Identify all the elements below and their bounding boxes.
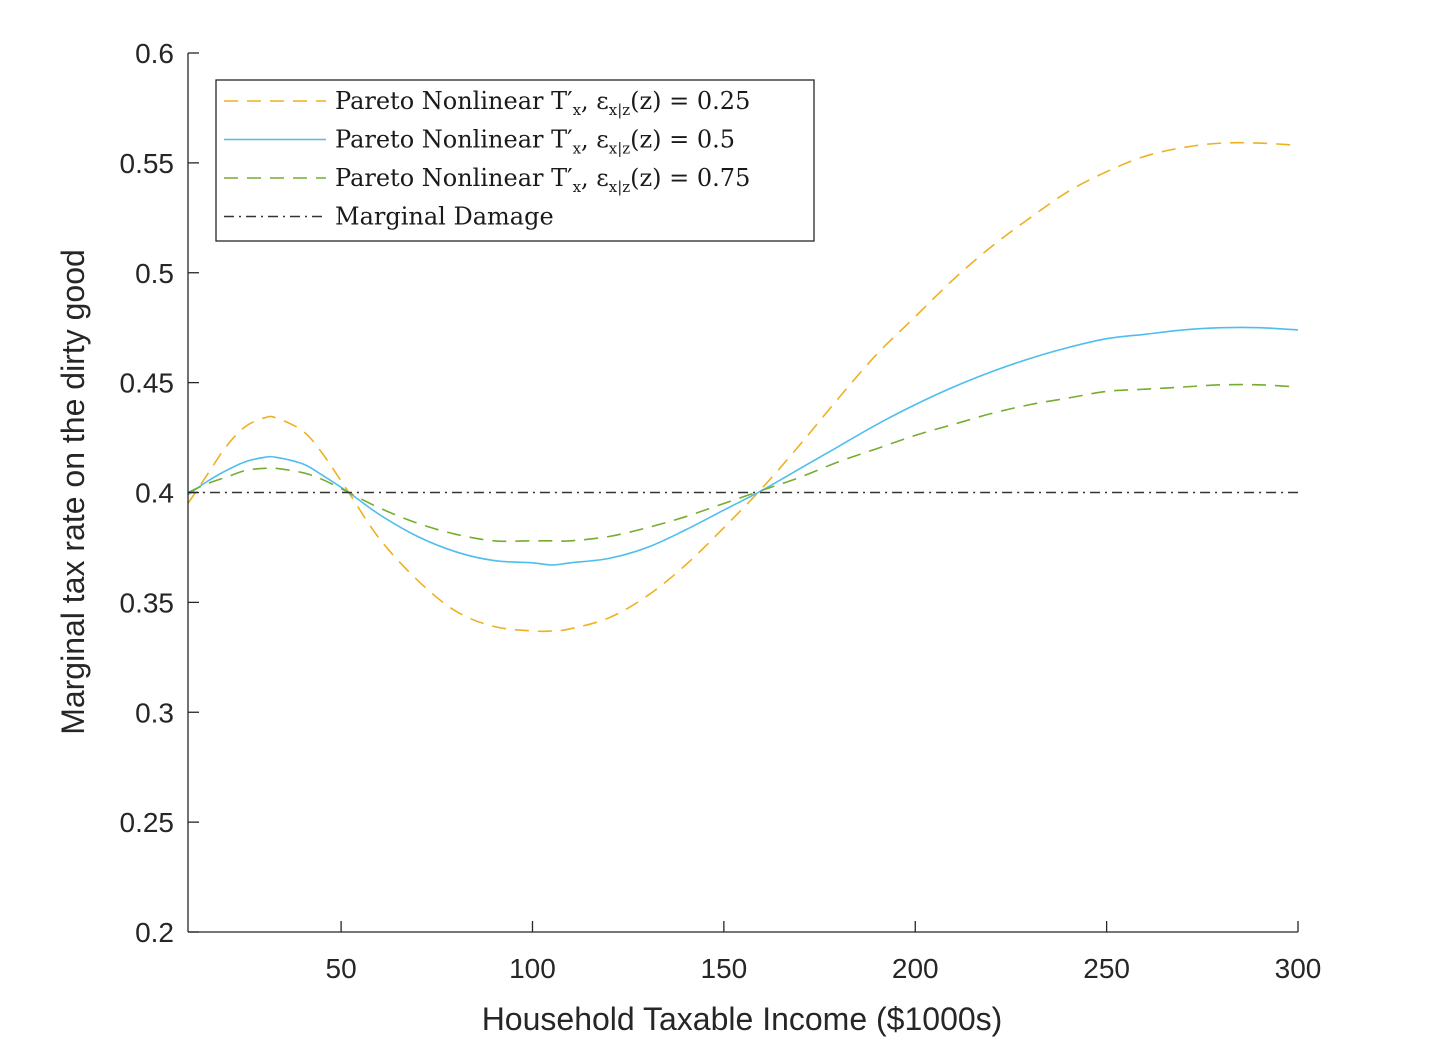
y-tick-label: 0.5 xyxy=(135,258,174,289)
y-tick-label: 0.35 xyxy=(120,587,175,618)
y-tick-label: 0.3 xyxy=(135,697,174,728)
y-axis-title: Marginal tax rate on the dirty good xyxy=(55,249,91,735)
y-tick-label: 0.4 xyxy=(135,478,174,509)
legend-label-4: Marginal Damage xyxy=(335,203,554,231)
y-tick-label: 0.2 xyxy=(135,917,174,948)
series-line-2 xyxy=(187,326,1299,566)
legend-box xyxy=(215,79,815,242)
series-line-3 xyxy=(187,383,1299,543)
y-tick-label: 0.45 xyxy=(120,368,175,399)
y-tick-label: 0.25 xyxy=(120,807,175,838)
legend: Pareto Nonlinear T′x, εx|z(z) = 0.25 Pare… xyxy=(215,79,815,242)
series-line-1 xyxy=(187,141,1299,633)
x-tick-label: 50 xyxy=(326,953,357,984)
x-tick-label: 150 xyxy=(701,953,748,984)
x-tick-label: 250 xyxy=(1083,953,1130,984)
y-tick-label: 0.55 xyxy=(120,148,175,179)
x-tick-label: 100 xyxy=(509,953,556,984)
y-tick-label: 0.6 xyxy=(135,38,174,69)
legend-label-2: Pareto Nonlinear T′x, εx|z(z) = 0.5 xyxy=(335,126,735,158)
plot-area xyxy=(187,141,1299,633)
x-axis-title: Household Taxable Income ($1000s) xyxy=(482,1001,1003,1037)
legend-label-1: Pareto Nonlinear T′x, εx|z(z) = 0.25 xyxy=(335,87,750,119)
x-tick-label: 200 xyxy=(892,953,939,984)
legend-label-3: Pareto Nonlinear T′x, εx|z(z) = 0.75 xyxy=(335,164,750,196)
x-tick-label: 300 xyxy=(1275,953,1322,984)
ticks: 50 100 150 200 250 300 0.2 0.25 0.3 0.35 0.4 0.45 0.… xyxy=(120,38,1322,984)
